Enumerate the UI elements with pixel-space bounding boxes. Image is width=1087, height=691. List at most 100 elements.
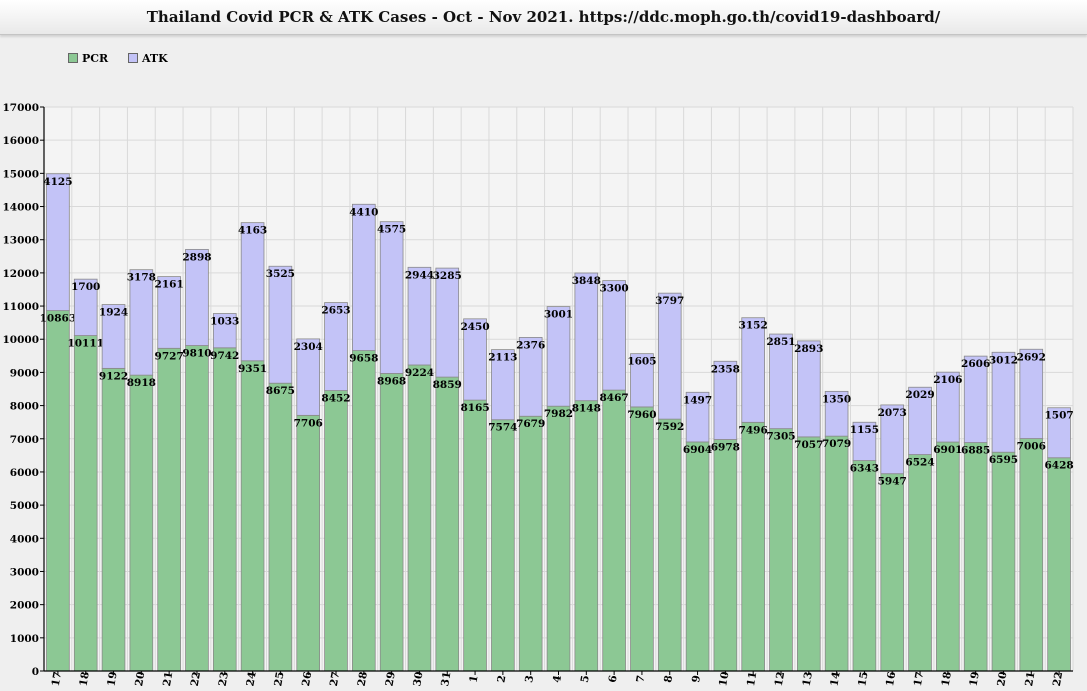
bar-atk	[963, 355, 988, 443]
data-label-pcr: 8859	[433, 379, 462, 391]
bar-pcr	[796, 436, 821, 672]
y-tick-label: 14000	[2, 202, 39, 214]
x-tick-label: 21	[161, 671, 175, 687]
bar-pcr	[240, 360, 265, 672]
bar-atk	[101, 304, 126, 369]
bar-atk	[908, 386, 932, 455]
data-label-pcr: 6595	[989, 454, 1018, 466]
y-tick-label: 17000	[2, 102, 39, 114]
bar-pcr	[491, 419, 515, 672]
bar-pcr	[379, 373, 404, 672]
data-label-atk: 2304	[294, 341, 323, 353]
legend-swatch-pcr	[68, 53, 78, 63]
data-label-pcr: 9742	[210, 350, 239, 362]
y-tick-label: 9000	[10, 367, 39, 379]
x-tick-label: 22	[1051, 671, 1065, 687]
data-label-pcr: 7496	[739, 424, 768, 436]
data-label-pcr: 10111	[67, 338, 104, 350]
bar-atk	[185, 248, 209, 346]
y-tick-label: 2000	[10, 600, 39, 612]
bar-atk	[73, 278, 98, 336]
x-tick-label: 28	[356, 671, 370, 687]
data-label-atk: 2161	[155, 279, 184, 291]
bar-atk	[602, 280, 626, 391]
bar-atk	[824, 390, 849, 437]
bar-pcr	[352, 350, 376, 672]
x-tick-label: 18	[940, 671, 954, 687]
data-label-pcr: 7057	[794, 439, 823, 451]
data-label-atk: 4575	[377, 224, 406, 236]
data-label-pcr: 7006	[1017, 441, 1046, 453]
data-label-atk: 3525	[266, 268, 295, 280]
y-tick-label: 16000	[2, 135, 39, 147]
bar-atk	[657, 292, 682, 420]
bar-atk	[240, 222, 265, 362]
x-tick-label: 15	[856, 671, 870, 687]
y-tick-label: 3000	[10, 566, 39, 578]
data-label-atk: 3300	[600, 283, 629, 295]
x-tick-label: 21	[1023, 671, 1037, 687]
x-tick-label: 17	[50, 671, 64, 687]
data-label-pcr: 7679	[516, 418, 545, 430]
x-tick-label: 20	[995, 671, 1009, 687]
data-label-pcr: 5947	[878, 476, 907, 488]
bar-atk	[379, 221, 404, 374]
bar-atk	[852, 421, 877, 461]
data-label-atk: 1155	[850, 424, 879, 436]
data-label-pcr: 9224	[405, 367, 434, 379]
x-tick-label: 25	[272, 671, 286, 687]
chart-title: Thailand Covid PCR & ATK Cases - Oct - N…	[0, 0, 1087, 35]
x-tick-label: 30	[411, 671, 425, 687]
data-label-atk: 2450	[460, 321, 489, 333]
x-tick-label: 7	[634, 674, 647, 683]
data-label-pcr: 9810	[182, 348, 211, 360]
data-label-pcr: 6904	[683, 444, 712, 456]
bar-atk	[296, 338, 321, 416]
data-label-pcr: 7982	[544, 408, 573, 420]
x-tick-label: 11	[745, 671, 759, 687]
data-label-pcr: 10863	[40, 313, 77, 325]
bar-pcr	[880, 473, 905, 672]
data-label-atk: 2944	[405, 269, 434, 281]
bar-atk	[463, 318, 487, 401]
data-label-pcr: 6524	[905, 457, 934, 469]
data-label-atk: 2029	[905, 389, 934, 401]
bar-pcr	[296, 414, 321, 672]
bar-pcr	[212, 347, 237, 672]
data-label-pcr: 6885	[961, 445, 990, 457]
data-label-pcr: 9658	[349, 353, 378, 365]
legend-item-atk: ATK	[128, 52, 168, 65]
bar-pcr	[73, 335, 98, 672]
data-label-atk: 1700	[71, 281, 100, 293]
bar-atk	[157, 276, 181, 349]
bar-pcr	[602, 389, 626, 672]
x-tick-label: 27	[328, 671, 342, 687]
bar-pcr	[824, 435, 849, 672]
x-tick-label: 19	[105, 671, 119, 687]
data-label-atk: 3797	[655, 295, 684, 307]
x-tick-label: 6	[607, 674, 620, 683]
y-tick-label: 1000	[10, 633, 39, 645]
x-tick-label: 17	[912, 671, 926, 687]
x-tick-label: 18	[78, 671, 92, 687]
bar-atk	[685, 391, 710, 443]
bar-atk	[435, 267, 460, 378]
data-label-atk: 4410	[349, 206, 378, 218]
y-tick-label: 6000	[10, 467, 39, 479]
data-label-atk: 1350	[822, 393, 851, 405]
bar-pcr	[630, 406, 654, 672]
data-label-atk: 4163	[238, 225, 267, 237]
bar-atk	[936, 371, 960, 443]
bar-atk	[796, 340, 821, 438]
bar-pcr	[185, 345, 209, 672]
bar-pcr	[46, 310, 70, 672]
bar-pcr	[741, 421, 765, 672]
y-tick-label: 13000	[2, 235, 39, 247]
data-label-atk: 2073	[878, 407, 907, 419]
bar-pcr	[769, 428, 793, 672]
data-label-atk: 4125	[43, 176, 72, 188]
x-tick-label: 29	[383, 671, 397, 687]
bar-pcr	[908, 454, 932, 672]
bar-pcr	[963, 442, 988, 672]
bar-atk	[574, 272, 599, 402]
